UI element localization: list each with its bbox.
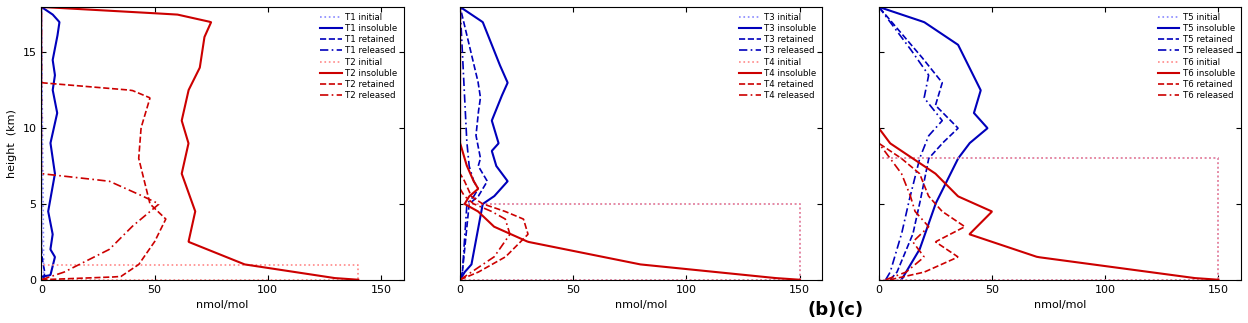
- X-axis label: nmol/mol: nmol/mol: [615, 300, 668, 310]
- Text: (c): (c): [836, 301, 864, 319]
- Legend: T1 initial, T1 insoluble, T1 retained, T1 released, T2 initial, T2 insoluble, T2: T1 initial, T1 insoluble, T1 retained, T…: [318, 11, 399, 102]
- Legend: T3 initial, T3 insoluble, T3 retained, T3 released, T4 initial, T4 insoluble, T4: T3 initial, T3 insoluble, T3 retained, T…: [738, 11, 817, 102]
- X-axis label: nmol/mol: nmol/mol: [1033, 300, 1086, 310]
- X-axis label: nmol/mol: nmol/mol: [196, 300, 248, 310]
- Y-axis label: height  (km): height (km): [7, 109, 17, 178]
- Text: (b): (b): [807, 301, 837, 319]
- Legend: T5 initial, T5 insoluble, T5 retained, T5 released, T6 initial, T6 insoluble, T6: T5 initial, T5 insoluble, T5 retained, T…: [1156, 11, 1237, 102]
